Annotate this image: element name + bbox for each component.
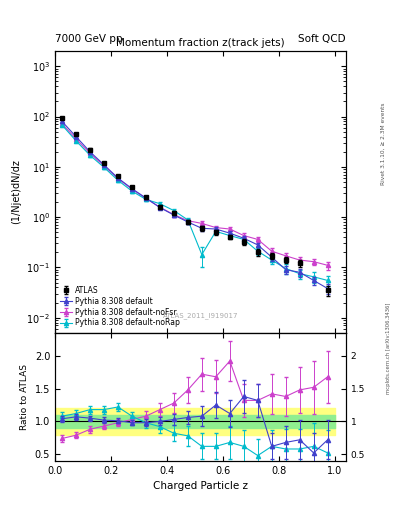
Y-axis label: Ratio to ATLAS: Ratio to ATLAS <box>20 364 29 430</box>
Text: ATLAS_2011_I919017: ATLAS_2011_I919017 <box>163 312 238 318</box>
Legend: ATLAS, Pythia 8.308 default, Pythia 8.308 default-noFsr, Pythia 8.308 default-no: ATLAS, Pythia 8.308 default, Pythia 8.30… <box>59 284 181 329</box>
Text: 7000 GeV pp: 7000 GeV pp <box>55 33 123 44</box>
Text: Soft QCD: Soft QCD <box>298 33 346 44</box>
Y-axis label: (1/Njet)dN/dz: (1/Njet)dN/dz <box>11 160 21 224</box>
Text: Rivet 3.1.10, ≥ 2.3M events: Rivet 3.1.10, ≥ 2.3M events <box>381 102 386 185</box>
Title: Momentum fraction z(track jets): Momentum fraction z(track jets) <box>116 38 285 48</box>
Text: mcplots.cern.ch [arXiv:1306.3436]: mcplots.cern.ch [arXiv:1306.3436] <box>386 303 391 394</box>
X-axis label: Charged Particle z: Charged Particle z <box>153 481 248 491</box>
